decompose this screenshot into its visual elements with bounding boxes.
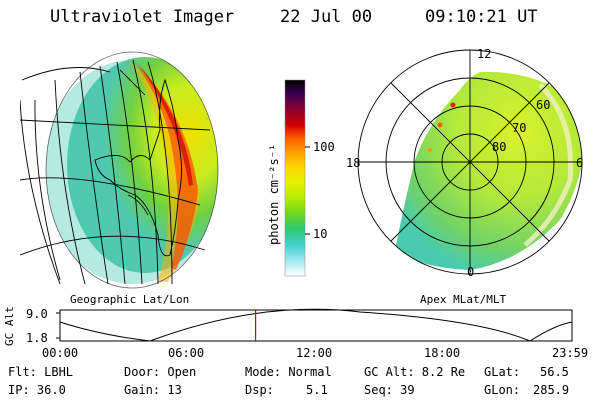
mlt-label-18: 18 (346, 156, 361, 170)
info-gc-alt: GC Alt: 8.2 Re (364, 365, 466, 379)
polar-caption: Apex MLat/MLT (420, 293, 507, 306)
info-glat-label: GLat: (484, 365, 521, 379)
info-dsp-label: Dsp: (245, 383, 274, 397)
instrument-title: Ultraviolet Imager (50, 7, 235, 27)
info-dsp-value: 5.1 (306, 383, 328, 397)
mlt-label-0: 0 (467, 265, 475, 279)
info-gain: Gain: 13 (124, 383, 182, 397)
date-label: 22 Jul 00 (280, 7, 373, 27)
xtick-1200: 12:00 (296, 346, 333, 360)
xtick-1800: 18:00 (424, 346, 461, 360)
altitude-ytick-high: 9.0 (26, 307, 48, 321)
xtick-0000: 00:00 (42, 346, 79, 360)
xtick-0600: 06:00 (168, 346, 205, 360)
info-seq: Seq: 39 (364, 383, 415, 397)
mlt-label-12: 12 (477, 47, 492, 61)
altitude-ylabel: GC Alt (3, 306, 16, 346)
time-label: 09:10:21 UT (425, 7, 538, 27)
geographic-caption: Geographic Lat/Lon (70, 293, 190, 306)
info-filter: Flt: LBHL (8, 365, 74, 379)
info-door: Door: Open (124, 365, 197, 379)
colorbar-tick-100: 100 (313, 140, 335, 154)
mlat-label-80: 80 (492, 140, 507, 154)
info-glon-label: GLon: (484, 383, 521, 397)
colorbar-tick-10: 10 (313, 227, 328, 241)
info-glon-value: 285.9 (533, 383, 570, 397)
info-ip: IP: 36.0 (8, 383, 66, 397)
info-mode: Mode: Normal (245, 365, 332, 379)
altitude-ytick-low: 1.8 (26, 331, 48, 345)
info-glat-value: 56.5 (540, 365, 569, 379)
mlat-label-70: 70 (512, 121, 527, 135)
mlat-label-60: 60 (536, 98, 551, 112)
xtick-2359: 23:59 (552, 346, 589, 360)
mlt-label-6: 6 (576, 156, 584, 170)
